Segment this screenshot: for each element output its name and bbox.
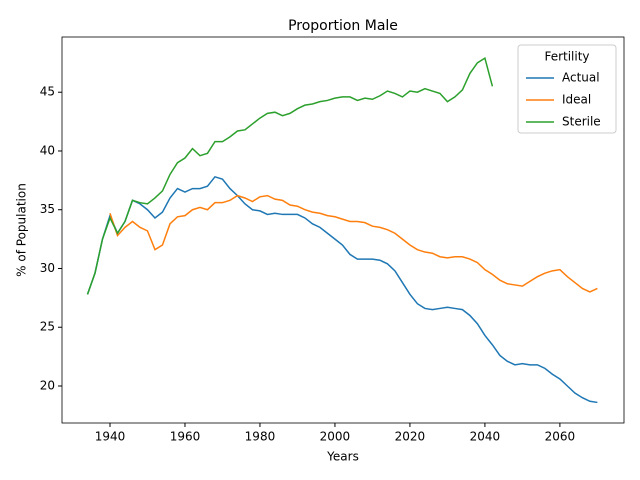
legend-title: Fertility bbox=[544, 50, 589, 64]
x-axis-label: Years bbox=[326, 450, 359, 464]
y-tick-label: 20 bbox=[40, 378, 55, 392]
x-tick-label: 2020 bbox=[395, 430, 426, 444]
legend-label: Actual bbox=[562, 71, 600, 85]
y-tick-label: 35 bbox=[40, 202, 55, 216]
x-tick-label: 2060 bbox=[545, 430, 576, 444]
y-tick-label: 45 bbox=[40, 85, 55, 99]
x-tick-label: 1960 bbox=[170, 430, 201, 444]
chart-title: Proportion Male bbox=[288, 18, 398, 34]
series-line bbox=[109, 194, 598, 293]
legend-box bbox=[517, 44, 617, 134]
x-tick-label: 2000 bbox=[320, 430, 351, 444]
x-tick-label: 2040 bbox=[470, 430, 501, 444]
legend-label: Sterile bbox=[562, 115, 601, 129]
plot-frame bbox=[61, 36, 625, 424]
x-tick-label: 1940 bbox=[95, 430, 126, 444]
series-line bbox=[86, 175, 598, 404]
y-axis-label: % of Population bbox=[15, 183, 29, 277]
y-tick-label: 30 bbox=[40, 261, 55, 275]
y-tick-label: 25 bbox=[40, 320, 55, 334]
y-tick-label: 40 bbox=[40, 143, 55, 157]
series-line bbox=[86, 56, 494, 295]
x-tick-label: 1980 bbox=[245, 430, 276, 444]
legend-label: Ideal bbox=[562, 93, 591, 107]
